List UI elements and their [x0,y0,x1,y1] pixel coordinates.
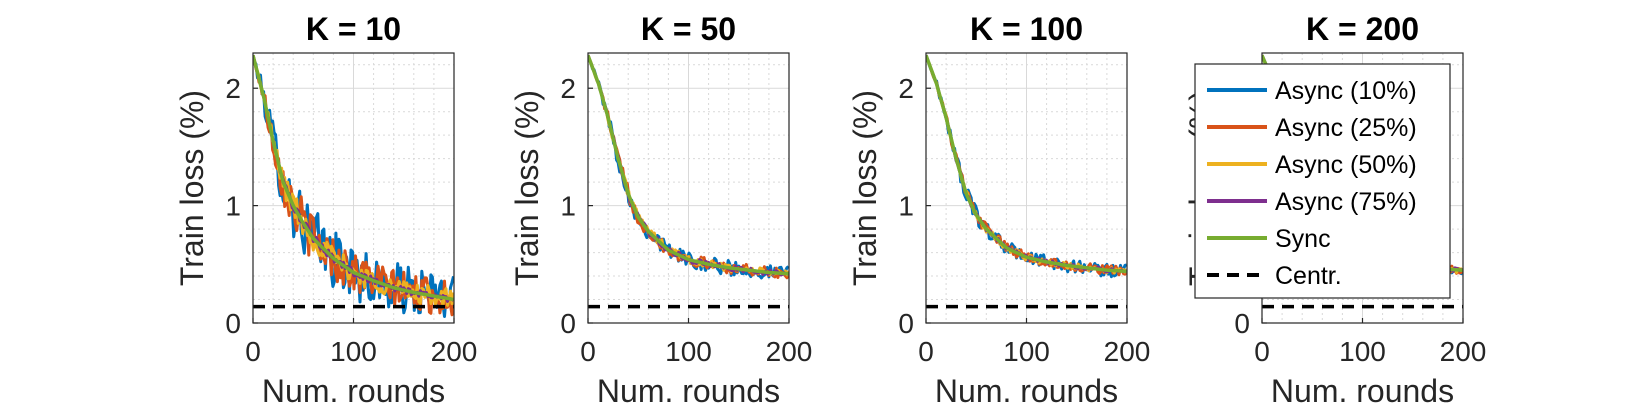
legend-item: Async (10%) [1207,77,1417,105]
chart-title: K = 50 [641,11,736,47]
panel-1: 0 100 200 0 1 2 K = 10 Num. rounds Train loss (%… [174,11,477,409]
series-group [926,54,1127,279]
y-axis-label: Train loss (%) [509,90,545,286]
legend: Async (10%) Async (25%) Async (50%) Async (… [1194,63,1451,299]
grid [588,53,789,323]
x-tick-label: 0 [580,336,596,367]
x-tick-label: 200 [1104,336,1151,367]
y-axis-label: Train loss (%) [174,90,210,286]
grid [926,53,1127,323]
y-tick-label: 2 [898,73,914,104]
x-tick-label: 0 [1254,336,1270,367]
series-group [253,54,454,318]
y-tick-label: 2 [225,73,241,104]
legend-item: Async (75%) [1207,188,1417,216]
legend-box [1194,63,1451,299]
x-tick-label: 100 [330,336,377,367]
x-axis-label: Num. rounds [262,373,445,409]
x-axis-label: Num. rounds [1271,373,1454,409]
x-tick-label: 0 [245,336,261,367]
y-tick-label: 1 [225,191,241,222]
y-tick-label: 2 [560,73,576,104]
chart-title: K = 200 [1306,11,1419,47]
legend-label: Async (50%) [1275,151,1417,179]
y-tick-label: 0 [560,308,576,339]
y-axis-label: Train loss (%) [847,90,883,286]
legend-label: Centr. [1275,262,1342,290]
x-tick-label: 100 [1003,336,1050,367]
x-axis-label: Num. rounds [935,373,1118,409]
x-axis-label: Num. rounds [597,373,780,409]
legend-item: Async (50%) [1207,151,1417,179]
legend-item: Sync [1207,225,1331,253]
x-tick-label: 200 [431,336,478,367]
y-tick-label: 0 [225,308,241,339]
legend-item: Async (25%) [1207,114,1417,142]
y-tick-label: 0 [1234,308,1250,339]
x-tick-label: 100 [1339,336,1386,367]
series-line-sync [253,54,454,302]
x-tick-label: 100 [665,336,712,367]
legend-label: Sync [1275,225,1331,253]
series-group [588,54,789,280]
legend-label: Async (10%) [1275,77,1417,105]
chart-title: K = 10 [306,11,401,47]
y-tick-label: 1 [898,191,914,222]
legend-label: Async (75%) [1275,188,1417,216]
y-tick-label: 0 [898,308,914,339]
panel-2: 0 100 200 0 1 2 K = 50 Num. rounds Train loss (%… [509,11,812,409]
x-tick-label: 200 [766,336,813,367]
series-line-sync [926,54,1127,274]
y-tick-label: 1 [560,191,576,222]
legend-item: Centr. [1207,262,1342,290]
panel-3: 0 100 200 0 1 2 K = 100 Num. rounds Train loss (… [847,11,1150,409]
x-tick-label: 200 [1440,336,1487,367]
chart-title: K = 100 [970,11,1083,47]
x-tick-label: 0 [918,336,934,367]
legend-label: Async (25%) [1275,114,1417,142]
series-line-sync [588,54,789,276]
